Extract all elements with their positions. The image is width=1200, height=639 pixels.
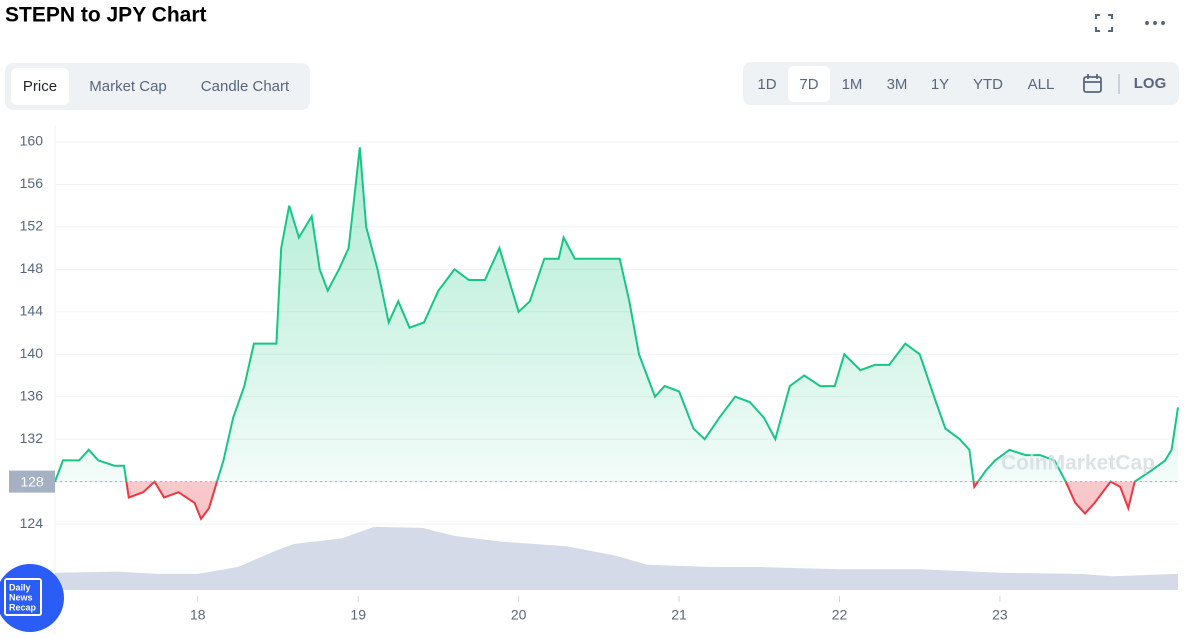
range-button[interactable]: 3M xyxy=(887,76,908,93)
tab[interactable]: Candle Chart xyxy=(201,78,290,95)
area-fill-above xyxy=(55,147,1178,482)
y-tick-label: 144 xyxy=(20,303,44,319)
badge-line: News xyxy=(9,592,33,602)
x-tick-label: 19 xyxy=(350,607,366,623)
range-button[interactable]: ALL xyxy=(1028,76,1055,93)
more-icon[interactable] xyxy=(1145,21,1165,25)
y-tick-label: 140 xyxy=(20,345,44,361)
watermark: CoinMarketCap xyxy=(1001,452,1155,475)
calendar-icon[interactable] xyxy=(1083,74,1102,93)
tab[interactable]: Market Cap xyxy=(89,78,167,95)
log-button[interactable]: LOG xyxy=(1134,75,1167,92)
range-button[interactable]: 1M xyxy=(842,76,863,93)
range-button[interactable]: 7D xyxy=(799,76,818,93)
range-active xyxy=(788,66,830,102)
tab-bar xyxy=(5,63,310,110)
x-tick-label: 21 xyxy=(671,607,687,623)
x-tick-label: 20 xyxy=(511,607,527,623)
y-tick-label: 136 xyxy=(20,387,44,403)
chart-title: STEPN to JPY Chart xyxy=(5,4,207,27)
volume-area xyxy=(55,526,1178,590)
range-bar xyxy=(743,62,1179,105)
baseline-label-box xyxy=(9,470,55,493)
x-tick-label: 23 xyxy=(992,607,1008,623)
badge-line: Recap xyxy=(9,602,37,612)
range-button[interactable]: 1D xyxy=(757,76,776,93)
price-line xyxy=(54,147,1179,482)
y-tick-label: 124 xyxy=(20,515,44,531)
range-button[interactable]: 1Y xyxy=(931,76,949,93)
y-tick-label: 152 xyxy=(20,218,44,234)
y-tick-label: 160 xyxy=(20,133,44,149)
y-tick-label: 132 xyxy=(20,430,44,446)
x-tick-label: 18 xyxy=(190,607,206,623)
tab-active xyxy=(11,68,69,105)
y-tick-label: 156 xyxy=(20,175,44,191)
x-tick-label: 22 xyxy=(832,607,848,623)
baseline-label: 128 xyxy=(20,473,44,489)
news-badge[interactable]: Daily News Recap xyxy=(0,564,64,632)
badge-line: Daily xyxy=(9,582,31,592)
y-tick-label: 148 xyxy=(20,260,44,276)
range-button[interactable]: YTD xyxy=(973,76,1003,93)
tab[interactable]: Price xyxy=(23,78,57,95)
fullscreen-icon[interactable] xyxy=(1095,14,1113,32)
